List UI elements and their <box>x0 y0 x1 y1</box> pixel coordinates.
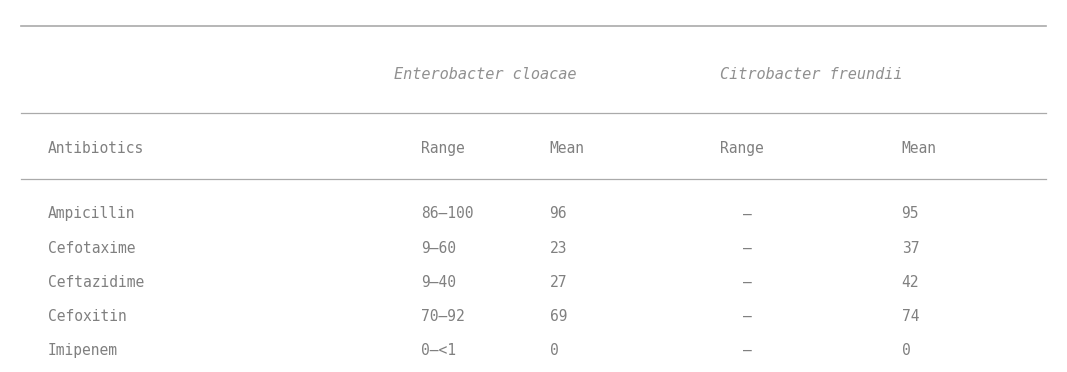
Text: –: – <box>743 206 751 221</box>
Text: –: – <box>743 343 751 358</box>
Text: 96: 96 <box>550 206 567 221</box>
Text: Citrobacter freundii: Citrobacter freundii <box>719 67 903 82</box>
Text: 0: 0 <box>550 343 558 358</box>
Text: 23: 23 <box>550 241 567 256</box>
Text: Cefoxitin: Cefoxitin <box>48 309 127 324</box>
Text: Mean: Mean <box>902 141 937 156</box>
Text: Antibiotics: Antibiotics <box>48 141 144 156</box>
Text: Mean: Mean <box>550 141 585 156</box>
Text: 0: 0 <box>902 343 910 358</box>
Text: Cefotaxime: Cefotaxime <box>48 241 136 256</box>
Text: 86–100: 86–100 <box>421 206 474 221</box>
Text: 0–<1: 0–<1 <box>421 343 457 358</box>
Text: Range: Range <box>421 141 465 156</box>
Text: 27: 27 <box>550 275 567 290</box>
Text: 9–60: 9–60 <box>421 241 457 256</box>
Text: –: – <box>743 309 751 324</box>
Text: Enterobacter cloacae: Enterobacter cloacae <box>394 67 577 82</box>
Text: Imipenem: Imipenem <box>48 343 118 358</box>
Text: –: – <box>743 275 751 290</box>
Text: 74: 74 <box>902 309 919 324</box>
Text: Ampicillin: Ampicillin <box>48 206 136 221</box>
Text: 37: 37 <box>902 241 919 256</box>
Text: 95: 95 <box>902 206 919 221</box>
Text: 70–92: 70–92 <box>421 309 465 324</box>
Text: 69: 69 <box>550 309 567 324</box>
Text: 42: 42 <box>902 275 919 290</box>
Text: –: – <box>743 241 751 256</box>
Text: 9–40: 9–40 <box>421 275 457 290</box>
Text: Range: Range <box>720 141 764 156</box>
Text: Ceftazidime: Ceftazidime <box>48 275 144 290</box>
